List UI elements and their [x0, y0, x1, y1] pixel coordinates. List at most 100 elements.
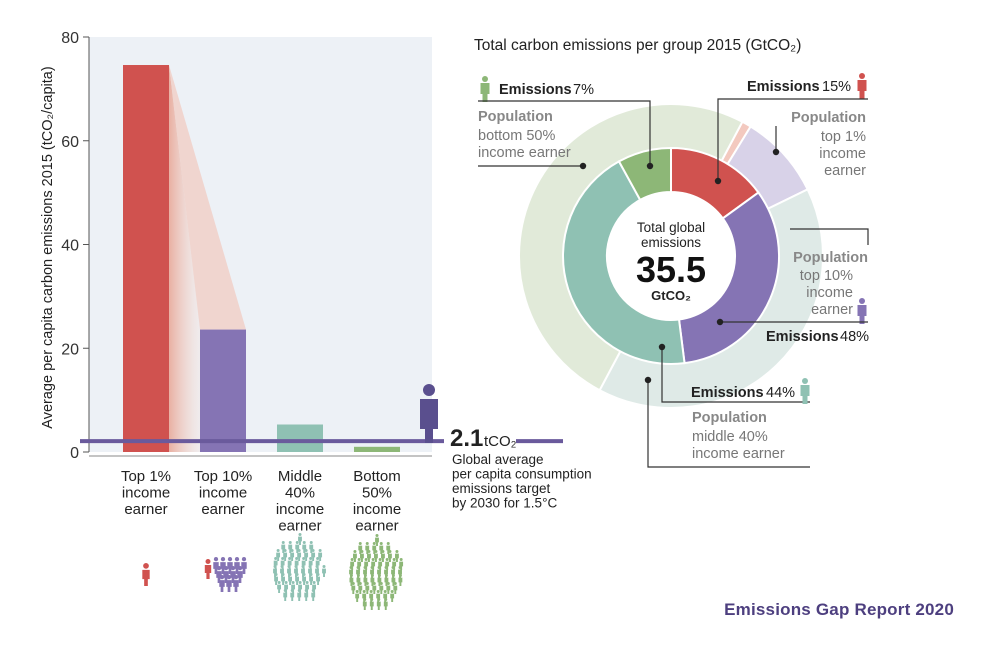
population-bottom50-line: bottom 50%: [478, 128, 555, 144]
crowd-person-head: [284, 581, 288, 584]
crowd-person-head: [399, 558, 403, 561]
crowd-person-body: [297, 592, 302, 601]
crowd-person-icon: [223, 566, 229, 583]
population-middle-word: Population: [692, 410, 767, 426]
population-top1-line: income: [819, 146, 866, 162]
crowd-person-body: [219, 580, 225, 592]
crowd-person-body: [308, 560, 313, 569]
crowd-person-icon: [216, 566, 222, 583]
crowd-person-icon: [369, 590, 374, 602]
population-top1-word: Population: [791, 110, 866, 126]
crowd-person-icon: [273, 565, 277, 577]
crowd-person-icon: [357, 558, 362, 570]
donut-chart: Total carbon emissions per group 2015 (G…: [474, 37, 869, 468]
crowd-person-head: [302, 541, 306, 544]
crowd-person-head: [281, 541, 285, 544]
crowd-person-head: [384, 566, 388, 569]
population-middle-line: income earner: [692, 446, 785, 462]
crowd-person-icon: [287, 565, 291, 577]
crowd-person-icon: [233, 575, 239, 592]
crowd-person-icon: [294, 557, 299, 569]
crowd-person-head: [290, 589, 294, 592]
crowd-person-icon: [390, 590, 395, 602]
crowd-person-body: [305, 584, 310, 593]
donut-title: Total carbon emissions per group 2015 (G…: [474, 37, 801, 54]
crowd-person-head: [308, 565, 312, 568]
crowd-person-head: [226, 575, 232, 580]
crowd-person-icon: [315, 557, 320, 569]
leader-dot: [772, 148, 780, 156]
crowd-person-head: [219, 575, 225, 580]
crowd-person-icon: [372, 582, 377, 594]
crowd-person-head: [360, 550, 364, 553]
crowd-person-icon: [383, 598, 388, 610]
crowd-person-icon: [237, 566, 243, 583]
crowd-person-head: [398, 566, 402, 569]
crowd-person-icon: [316, 573, 320, 585]
crowd-person-head: [295, 557, 299, 560]
crowd-person-icon: [308, 557, 313, 569]
crowd-person-icon: [291, 581, 296, 593]
crowd-person-body: [220, 562, 226, 574]
crowd-person-head: [304, 549, 308, 552]
center-value: 35.5: [636, 249, 706, 290]
crowd-person-head: [298, 533, 302, 536]
crowd-person-head: [379, 582, 383, 585]
crowd-person-body: [358, 585, 363, 594]
crowd-person-icon: [298, 533, 302, 545]
inner-slice-middle40: [562, 159, 686, 365]
target-caption-line: per capita consumption: [452, 467, 592, 482]
leader-middle-pop: [647, 380, 810, 468]
category-label-line: Top 1%: [121, 468, 171, 485]
crowd-person-head: [281, 557, 285, 560]
crowd-person-head: [241, 557, 247, 562]
crowd-person-body: [290, 592, 295, 601]
crowd-person-icon: [295, 541, 300, 553]
crowd-person-icon: [309, 573, 313, 585]
crowd-person-body: [241, 562, 247, 574]
crowd-person-head: [381, 550, 385, 553]
crowd-person-icon: [358, 542, 363, 554]
crowd-person-icon: [204, 559, 212, 579]
crowd-person-body: [318, 552, 323, 561]
crowd-person-head: [391, 574, 395, 577]
person-icon: [420, 384, 438, 443]
crowd-person-head: [213, 557, 219, 562]
crowd-person-body: [322, 568, 326, 577]
bar-chart: 0 20 40 60 80 Average per capita carbon emiss…: [40, 30, 592, 610]
crowd-person-icon: [227, 557, 233, 574]
crowd-person-icon: [283, 589, 288, 601]
crowd-person-head: [385, 558, 389, 561]
crowd-person-body: [311, 552, 316, 561]
crowd-person-icon: [386, 542, 391, 554]
crowd-person-body: [280, 568, 284, 577]
category-label-line: 50%: [362, 485, 392, 502]
crowd-person-body: [276, 552, 281, 561]
crowd-person-head: [287, 565, 291, 568]
crowd-person-icon: [365, 542, 370, 554]
crowd-person-icon: [385, 558, 390, 570]
crowd-person-body: [379, 585, 384, 594]
crowd-person-body: [233, 580, 239, 592]
person-head: [859, 298, 865, 304]
category-label-line: income: [276, 501, 324, 518]
crowd-person-head: [395, 550, 399, 553]
crowd-person-icon: [365, 582, 370, 594]
person-head: [859, 73, 865, 79]
crowd-person-body: [283, 552, 288, 561]
crowd-person-head: [364, 558, 368, 561]
crowd-person-head: [353, 550, 357, 553]
crowd-person-head: [237, 566, 243, 571]
crowd-person-body: [355, 593, 360, 602]
crowd-person-body: [379, 545, 384, 554]
crowd-person-head: [276, 549, 280, 552]
crowd-person-body: [377, 577, 382, 586]
person-head: [802, 378, 808, 384]
crowd-person-head: [390, 590, 394, 593]
crowd-person-body: [398, 577, 403, 586]
crowd-person-head: [383, 590, 387, 593]
crowd-person-head: [371, 558, 375, 561]
crowd-person-icon: [287, 557, 292, 569]
target-value: 2.1: [450, 425, 483, 452]
